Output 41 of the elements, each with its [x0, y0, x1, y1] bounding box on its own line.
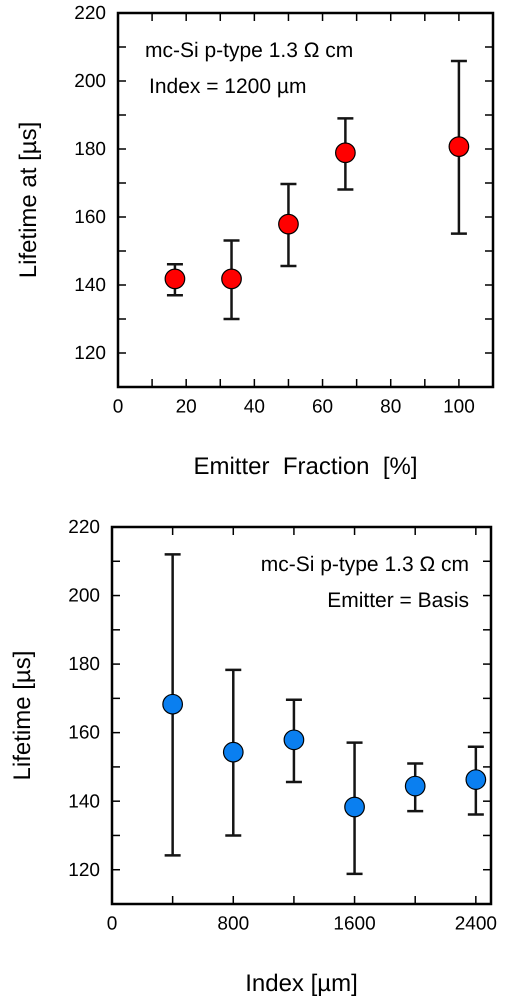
point: [465, 769, 486, 790]
annotation: Emitter = Basis: [327, 589, 469, 612]
annotation: mc-Si p-type 1.3 Ω cm: [260, 553, 469, 576]
x-tick-label: 2400: [454, 913, 497, 934]
point: [278, 214, 299, 234]
x-tick-label: 60: [312, 396, 334, 418]
x-tick-label: 40: [244, 396, 265, 418]
y-axis-title: Lifetime at [µs]: [15, 122, 42, 278]
x-tick-label: 800: [217, 913, 250, 934]
point: [335, 142, 356, 164]
x-axis-title: Index [µm]: [245, 970, 358, 997]
x-tick-label: 1600: [333, 913, 376, 934]
point: [404, 776, 426, 796]
y-tick-label: 220: [74, 3, 106, 24]
y-tick-label: 140: [74, 275, 106, 296]
x-tick-label: 80: [380, 396, 402, 418]
point: [222, 742, 244, 763]
y-tick-label: 140: [68, 791, 100, 812]
y-axis-title: Lifetime [µs]: [9, 650, 36, 780]
x-tick-label: 100: [443, 396, 475, 418]
point: [344, 796, 365, 818]
x-tick-label: 0: [112, 396, 124, 418]
annotation: mc-Si p-type 1.3 Ω cm: [145, 39, 354, 62]
x-tick-label: 0: [106, 913, 118, 934]
point: [164, 268, 186, 290]
y-tick-label: 200: [74, 71, 106, 92]
y-tick-label: 200: [68, 586, 100, 607]
point: [284, 729, 304, 750]
point: [221, 268, 242, 290]
x-axis-title: Emitter Fraction [%]: [193, 453, 418, 480]
y-tick-label: 120: [68, 860, 100, 881]
point: [448, 136, 470, 157]
annotation: Index = 1200 µm: [149, 75, 306, 98]
y-tick-label: 220: [68, 517, 100, 538]
y-tick-label: 120: [74, 343, 106, 364]
y-tick-label: 180: [68, 654, 100, 676]
y-tick-label: 160: [68, 722, 100, 744]
y-tick-label: 160: [74, 207, 106, 228]
x-tick-label: 20: [176, 396, 197, 418]
point: [162, 694, 184, 715]
y-tick-label: 180: [74, 139, 106, 160]
